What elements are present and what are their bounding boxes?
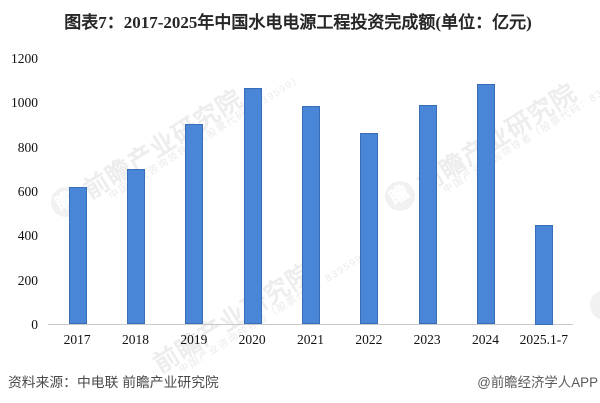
- y-tick-label: 1000: [11, 95, 38, 111]
- bar-2017: [68, 187, 87, 325]
- bar-2020: [243, 88, 262, 325]
- y-tick-label: 1200: [11, 51, 38, 66]
- y-tick-label: 800: [17, 139, 38, 155]
- bar-2019: [185, 123, 204, 325]
- y-tick-label: 400: [17, 228, 38, 244]
- watermark-disc-right: [590, 290, 600, 320]
- x-tick-label: 2021: [297, 332, 324, 347]
- x-tick-label: 2018: [122, 332, 149, 347]
- bar-2024: [477, 83, 495, 325]
- brand-note: @前瞻经济学人APP: [477, 375, 598, 390]
- x-axis-line: [48, 324, 573, 325]
- x-tick-label: 2024: [472, 332, 499, 347]
- bar-2025.1-7: [535, 224, 554, 325]
- bar-2022: [360, 132, 379, 325]
- bar-2018: [127, 169, 145, 325]
- x-tick-label: 2023: [413, 332, 441, 347]
- source-note: 资料来源：中电联 前瞻产业研究院: [8, 375, 219, 390]
- x-tick-label: 2017: [63, 332, 91, 347]
- x-tick-label: 2022: [355, 332, 383, 347]
- y-tick-label: 200: [17, 272, 38, 288]
- chart-title: 图表7：2017-2025年中国水电电源工程投资完成额(单位：亿元): [64, 13, 532, 32]
- x-tick-label: 2025.1-7: [519, 332, 569, 347]
- x-tick-label: 2020: [238, 332, 266, 347]
- x-tick-label: 2019: [180, 332, 208, 347]
- y-tick-label: 600: [17, 184, 38, 199]
- bar-2023: [418, 105, 437, 325]
- bar-2021: [302, 106, 320, 325]
- y-tick-label: 0: [31, 317, 38, 332]
